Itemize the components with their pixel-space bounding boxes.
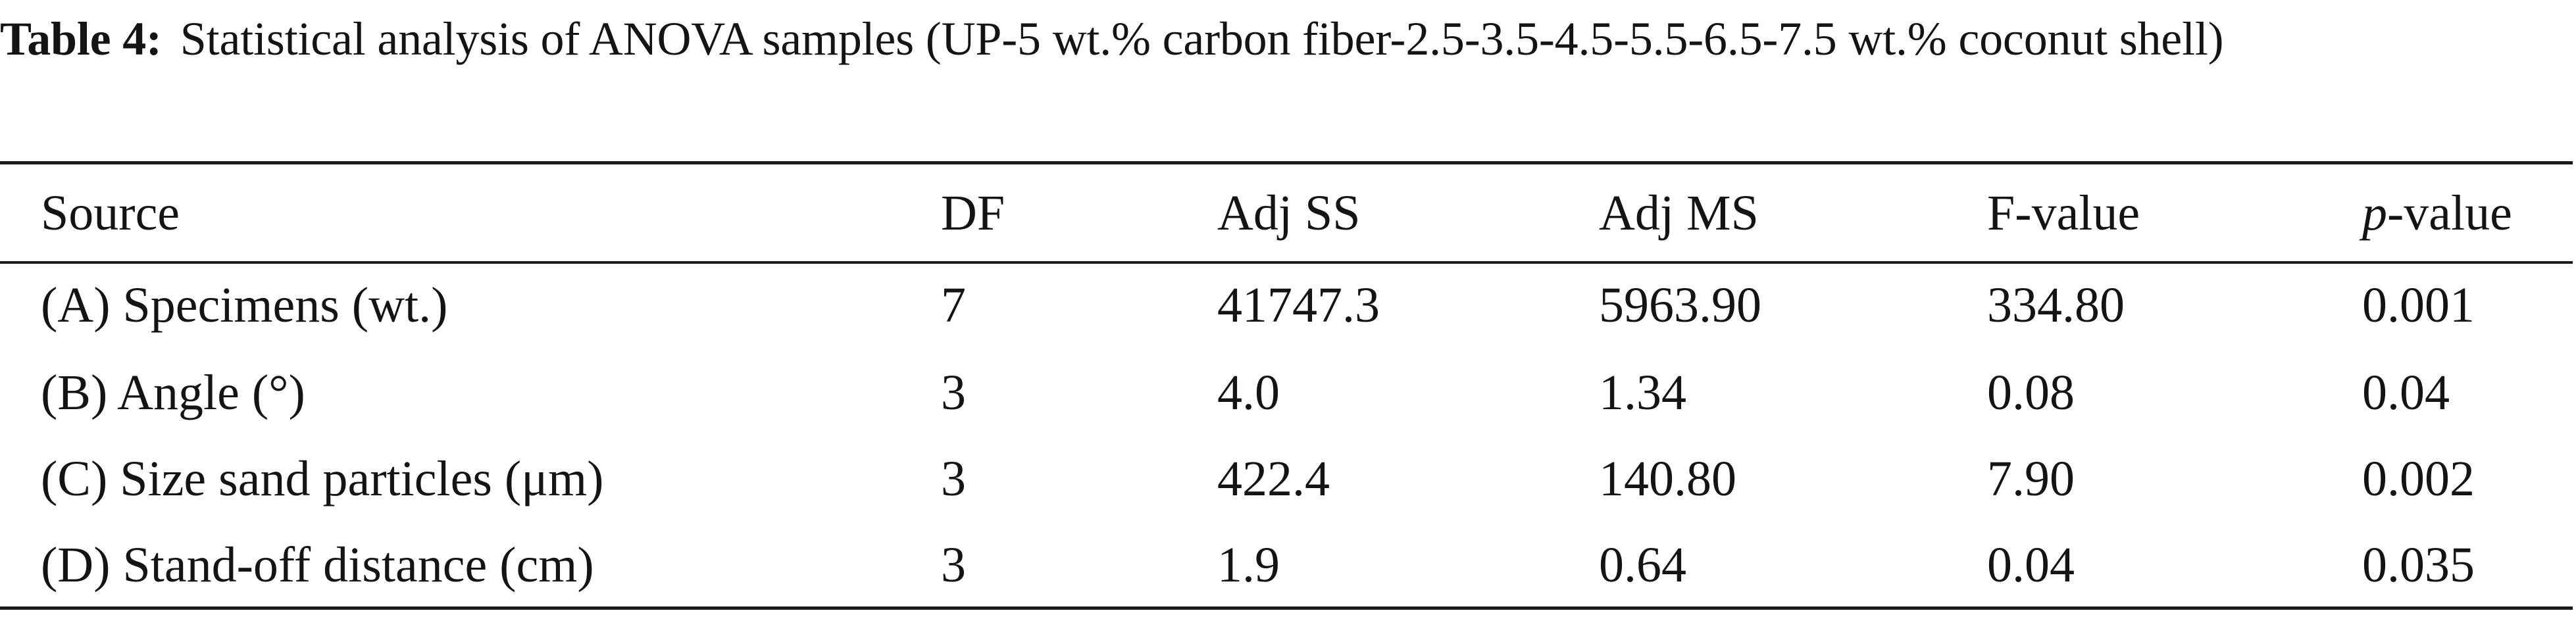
header-f-value: F-value [1987, 185, 2140, 241]
cell-p-value: 0.04 [2362, 365, 2450, 420]
cell-df: 7 [941, 278, 966, 333]
header-df: DF [941, 185, 1005, 241]
header-adj-ss: Adj SS [1217, 185, 1361, 241]
table-row: (A) Specimens (wt.) 7 41747.3 5963.90 33… [0, 261, 2573, 350]
anova-table: Source DF Adj SS Adj MS F-value p-value … [0, 166, 2573, 608]
table-row: (B) Angle (°) 3 4.0 1.34 0.08 0.04 [0, 350, 2573, 436]
cell-source: (C) Size sand particles (μm) [41, 451, 604, 506]
cell-p-value: 0.002 [2362, 451, 2475, 506]
cell-adj-ms: 0.64 [1599, 537, 1686, 593]
header-source: Source [41, 185, 180, 241]
cell-adj-ms: 1.34 [1599, 365, 1686, 420]
table-caption-text: Statistical analysis of ANOVA samples (U… [180, 12, 2224, 65]
cell-adj-ss: 1.9 [1217, 537, 1280, 593]
cell-adj-ss: 41747.3 [1217, 278, 1380, 333]
cell-p-value: 0.001 [2362, 278, 2475, 333]
header-p-value-rest: -value [2387, 185, 2512, 241]
cell-df: 3 [941, 365, 966, 420]
cell-df: 3 [941, 451, 966, 506]
bottom-rule [0, 606, 2573, 610]
cell-f-value: 0.04 [1987, 537, 2075, 593]
cell-source: (B) Angle (°) [41, 365, 305, 420]
cell-df: 3 [941, 537, 966, 593]
cell-p-value: 0.035 [2362, 537, 2475, 593]
cell-source: (D) Stand-off distance (cm) [41, 537, 594, 593]
cell-adj-ss: 422.4 [1217, 451, 1330, 506]
top-rule [0, 161, 2573, 164]
header-adj-ms: Adj MS [1599, 185, 1759, 241]
cell-f-value: 0.08 [1987, 365, 2075, 420]
cell-adj-ss: 4.0 [1217, 365, 1280, 420]
table-caption: Table 4: Statistical analysis of ANOVA sa… [0, 4, 2566, 74]
cell-adj-ms: 5963.90 [1599, 278, 1761, 333]
header-p-value-italic: p [2362, 185, 2387, 241]
table-label: Table 4: [0, 12, 162, 65]
cell-f-value: 334.80 [1987, 278, 2125, 333]
table-row: (D) Stand-off distance (cm) 3 1.9 0.64 0… [0, 522, 2573, 608]
header-p-value: p-value [2362, 166, 2573, 261]
cell-source: (A) Specimens (wt.) [41, 278, 448, 333]
header-rule [0, 261, 2573, 264]
table-row: (C) Size sand particles (μm) 3 422.4 140… [0, 436, 2573, 522]
cell-f-value: 7.90 [1987, 451, 2075, 506]
cell-adj-ms: 140.80 [1599, 451, 1736, 506]
table-header-row: Source DF Adj SS Adj MS F-value p-value [0, 166, 2573, 261]
